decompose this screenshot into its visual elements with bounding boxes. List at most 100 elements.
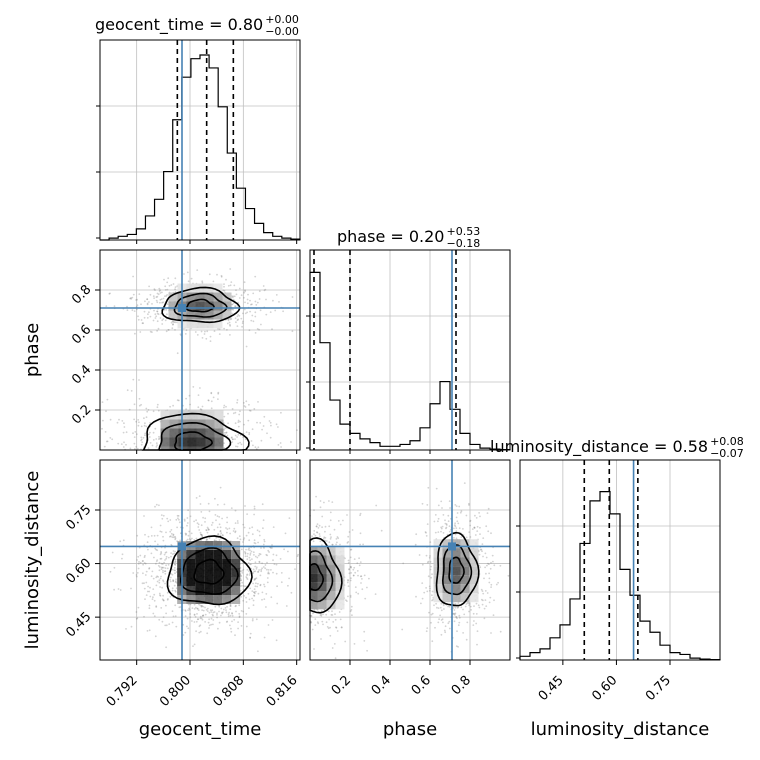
scatter-point: [190, 532, 193, 535]
scatter-point: [146, 303, 149, 306]
density-cell: [214, 419, 224, 429]
scatter-point: [249, 637, 252, 639]
scatter-point: [103, 445, 106, 448]
density-cell: [195, 550, 205, 559]
scatter-point: [126, 305, 128, 308]
scatter-point: [189, 403, 192, 406]
scatter-point: [270, 569, 272, 571]
scatter-point: [233, 295, 236, 298]
ytick-label-phase-1: 0.4: [69, 362, 94, 387]
scatter-point: [174, 615, 177, 618]
scatter-point: [211, 609, 214, 612]
scatter-point: [155, 446, 158, 448]
scatter-point: [294, 568, 296, 570]
scatter-point: [174, 277, 177, 280]
scatter-point: [201, 280, 204, 283]
scatter-point: [253, 554, 255, 556]
scatter-point: [169, 519, 172, 521]
scatter-point: [291, 296, 294, 298]
scatter-point: [137, 562, 140, 565]
scatter-point: [143, 316, 146, 319]
scatter-point: [154, 427, 157, 430]
scatter-point: [243, 585, 246, 588]
scatter-point: [247, 562, 250, 564]
scatter-point: [134, 431, 137, 433]
scatter-point: [441, 507, 443, 509]
scatter-point: [314, 618, 317, 620]
scatter-point: [169, 535, 171, 538]
scatter-point: [216, 273, 218, 276]
scatter-point: [344, 557, 346, 560]
scatter-point: [249, 632, 252, 635]
scatter-point: [196, 334, 199, 336]
scatter-point: [206, 607, 209, 610]
density-cell: [204, 559, 214, 568]
density-cell: [335, 591, 345, 601]
scatter-point: [130, 298, 133, 300]
xlabel-geocent-time: geocent_time: [139, 719, 262, 740]
scatter-point: [245, 548, 247, 551]
scatter-point: [135, 618, 138, 620]
scatter-point: [320, 613, 323, 616]
scatter-point: [227, 615, 230, 618]
density-cell: [231, 550, 241, 559]
scatter-point: [147, 447, 150, 449]
scatter-point: [493, 599, 495, 602]
xlabel-luminosity-distance: luminosity_distance: [531, 719, 710, 740]
scatter-point: [437, 621, 440, 624]
scatter-point: [157, 313, 160, 316]
density-cell: [317, 600, 327, 610]
scatter-point: [144, 574, 147, 576]
scatter-point: [459, 511, 462, 514]
scatter-point: [246, 302, 249, 305]
scatter-point: [312, 540, 315, 543]
scatter-point: [188, 394, 191, 397]
scatter-point: [250, 550, 253, 553]
xtick-label-geocent_time-2: 0.808: [210, 673, 247, 710]
scatter-point: [478, 512, 480, 514]
scatter-point: [172, 579, 175, 582]
scatter-point: [247, 419, 250, 422]
density-cell: [169, 437, 179, 447]
scatter-point: [448, 627, 451, 630]
scatter-point: [210, 617, 213, 620]
scatter-point: [176, 526, 179, 529]
scatter-point: [154, 289, 156, 291]
scatter-point: [311, 628, 314, 631]
scatter-point: [162, 571, 164, 574]
scatter-point: [146, 298, 149, 300]
scatter-point: [216, 526, 219, 529]
scatter-point: [469, 519, 472, 522]
scatter-point: [207, 621, 210, 624]
scatter-point: [223, 447, 226, 449]
scatter-point: [255, 304, 258, 306]
scatter-point: [235, 293, 238, 296]
scatter-point: [443, 608, 445, 610]
scatter-point: [145, 407, 148, 410]
scatter-point: [223, 503, 226, 506]
scatter-point: [200, 539, 202, 542]
scatter-point: [337, 537, 340, 540]
scatter-point: [192, 386, 195, 388]
scatter-point: [210, 392, 213, 395]
scatter-point: [328, 500, 330, 502]
scatter-point: [236, 520, 239, 522]
scatter-point: [138, 421, 140, 424]
scatter-point: [472, 624, 475, 626]
scatter-point: [244, 301, 246, 304]
scatter-point: [165, 531, 167, 534]
scatter-point: [242, 312, 244, 315]
scatter-point: [232, 308, 235, 311]
scatter-point: [163, 561, 166, 564]
scatter-point: [482, 599, 484, 602]
scatter-point: [268, 420, 271, 422]
scatter-point: [147, 548, 149, 551]
scatter-point: [354, 586, 357, 588]
scatter-point: [291, 330, 294, 333]
scatter-point: [479, 526, 481, 529]
scatter-point: [200, 617, 203, 620]
scatter-point: [319, 506, 322, 509]
scatter-point: [440, 619, 443, 621]
scatter-point: [245, 613, 248, 615]
